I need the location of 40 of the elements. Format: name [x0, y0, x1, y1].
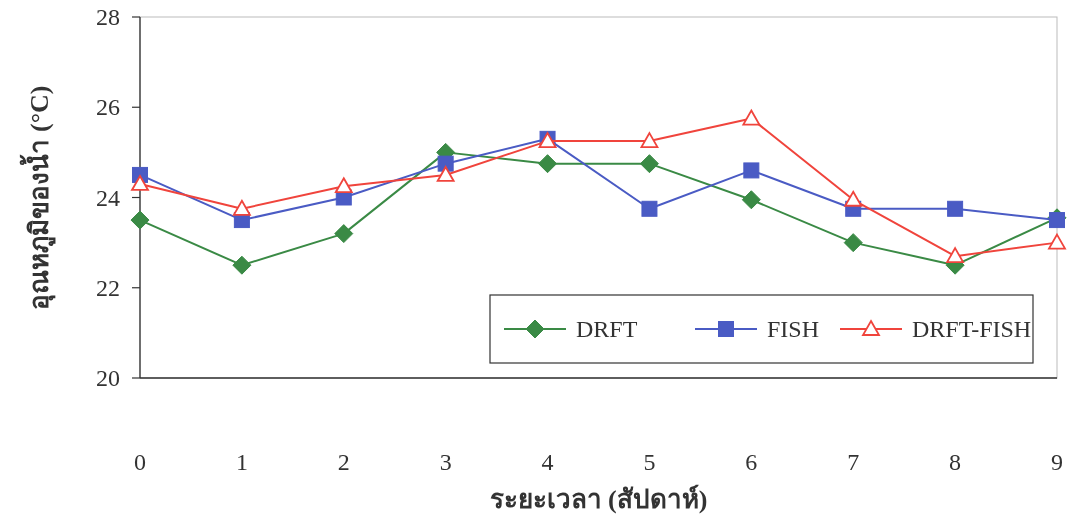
- point: [639, 154, 659, 174]
- y-tick-label: 24: [96, 184, 120, 211]
- x-tick-label: 5: [643, 449, 656, 475]
- x-tick-label: 6: [745, 449, 758, 475]
- point: [742, 109, 761, 126]
- point: [947, 200, 964, 217]
- point: [130, 210, 150, 230]
- point: [641, 200, 658, 217]
- y-axis-title: อุณหภูมิของน้ำ (°C): [19, 85, 56, 310]
- x-tick-label: 3: [439, 449, 452, 475]
- y-tick-label: 26: [96, 94, 120, 121]
- point: [640, 132, 659, 148]
- legend-label: DRFT: [576, 316, 638, 342]
- legend-label: FISH: [767, 316, 820, 342]
- y-tick-label: 28: [96, 4, 120, 30]
- x-axis-title: ระยะเวลา (สัปดาห์): [489, 484, 708, 514]
- point: [334, 177, 353, 194]
- y-tick-label: 22: [96, 274, 120, 301]
- point: [1048, 233, 1066, 250]
- point: [538, 154, 558, 174]
- point: [1049, 212, 1065, 229]
- legend-label: DRFT-FISH: [912, 316, 1032, 342]
- point: [334, 224, 354, 244]
- point: [946, 247, 965, 264]
- point: [741, 190, 761, 210]
- x-tick-label: 0: [134, 449, 146, 475]
- point: [743, 162, 760, 179]
- y-tick-label: 20: [96, 365, 120, 391]
- x-tick-label: 4: [541, 449, 554, 475]
- point: [232, 199, 251, 216]
- point: [844, 190, 863, 207]
- x-tick-label: 1: [235, 449, 248, 475]
- x-tick-label: 7: [847, 449, 860, 475]
- point: [131, 175, 149, 191]
- x-tick-label: 9: [1051, 449, 1063, 475]
- x-tick-label: 2: [337, 449, 350, 475]
- point: [232, 255, 252, 275]
- point: [436, 166, 455, 182]
- point: [843, 233, 863, 253]
- x-tick-label: 8: [949, 449, 962, 475]
